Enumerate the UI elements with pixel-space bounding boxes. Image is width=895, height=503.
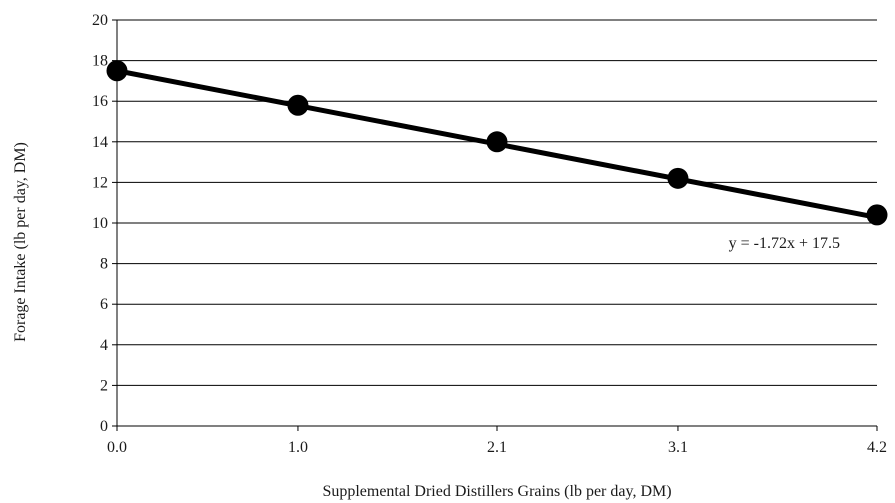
y-tick-label: 18 — [92, 53, 108, 70]
y-axis-title: Forage Intake (lb per day, DM) — [12, 142, 29, 342]
data-point — [667, 167, 689, 189]
data-point — [486, 131, 508, 153]
data-point — [106, 60, 128, 82]
trendline-equation: y = -1.72x + 17.5 — [729, 235, 840, 252]
x-tick-label: 0.0 — [107, 439, 127, 456]
y-tick-label: 14 — [92, 134, 108, 151]
y-tick-label: 20 — [92, 12, 108, 29]
data-point — [287, 94, 309, 116]
y-tick-label: 6 — [100, 296, 108, 313]
y-tick-label: 16 — [92, 93, 108, 110]
x-tick-label: 1.0 — [288, 439, 308, 456]
x-tick-label: 2.1 — [487, 439, 507, 456]
y-tick-label: 0 — [100, 418, 108, 435]
data-point — [866, 204, 888, 226]
gridlines — [117, 19, 877, 386]
x-tick-labels: 0.0 1.0 2.1 3.1 4.2 — [107, 439, 887, 456]
y-tick-labels: 0 2 4 6 8 10 12 14 16 18 20 — [92, 12, 108, 435]
y-tick-label: 10 — [92, 215, 108, 232]
x-tick-label: 3.1 — [668, 439, 688, 456]
y-tick-label: 12 — [92, 174, 108, 191]
x-axis-title: Supplemental Dried Distillers Grains (lb… — [322, 483, 671, 500]
y-tick-label: 2 — [100, 377, 108, 394]
y-tick-label: 4 — [100, 337, 108, 354]
x-tick-label: 4.2 — [867, 439, 887, 456]
axes — [112, 19, 878, 431]
y-tick-label: 8 — [100, 256, 108, 273]
data-points — [106, 60, 888, 226]
